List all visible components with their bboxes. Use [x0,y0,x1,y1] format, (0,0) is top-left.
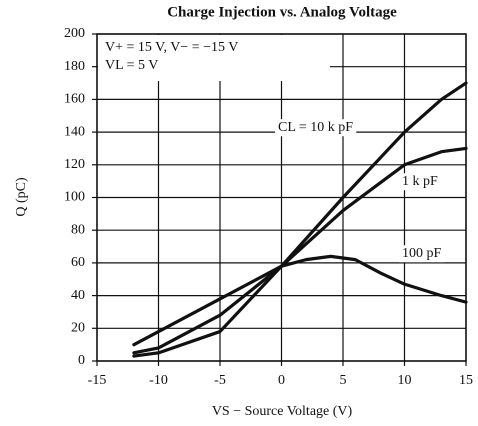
x-tick-label: 0 [278,373,285,388]
x-tick-label: -5 [214,373,226,388]
series-label: 1 k pF [402,174,438,189]
y-tick-label: 140 [64,124,85,139]
y-tick-label: 180 [64,59,85,74]
y-tick-label: 160 [64,92,85,107]
chart-title: Charge Injection vs. Analog Voltage [167,4,397,20]
y-tick-label: 100 [64,190,85,205]
x-tick-label: 5 [340,373,347,388]
series-line [132,254,468,347]
x-tick-label: -15 [88,373,107,388]
series-line [132,81,468,358]
series-label: 100 pF [402,246,442,261]
series-label: CL = 10 k pF [278,120,353,135]
annotation: V+ = 15 V, V− = −15 V [105,40,238,55]
y-axis-label: Q (pC) [14,177,29,217]
x-axis-label: VS − Source Voltage (V) [212,404,353,419]
series-line [132,146,468,355]
series-label-bg [275,119,357,137]
x-tick-label: -10 [149,373,168,388]
y-tick-label: 120 [64,157,85,172]
series-label-bg [399,173,441,191]
y-tick-label: 200 [64,26,85,41]
y-tick-label: 40 [71,288,85,303]
series-label-bg [399,245,445,263]
y-tick-label: 60 [71,255,85,270]
annotation: VL = 5 V [105,58,158,73]
y-tick-label: 20 [71,321,85,336]
x-tick-label: 15 [459,373,473,388]
x-tick-label: 10 [398,373,412,388]
y-tick-label: 0 [78,353,85,368]
y-tick-label: 80 [71,222,85,237]
annotation-box [98,35,330,81]
plot-frame [96,33,467,362]
